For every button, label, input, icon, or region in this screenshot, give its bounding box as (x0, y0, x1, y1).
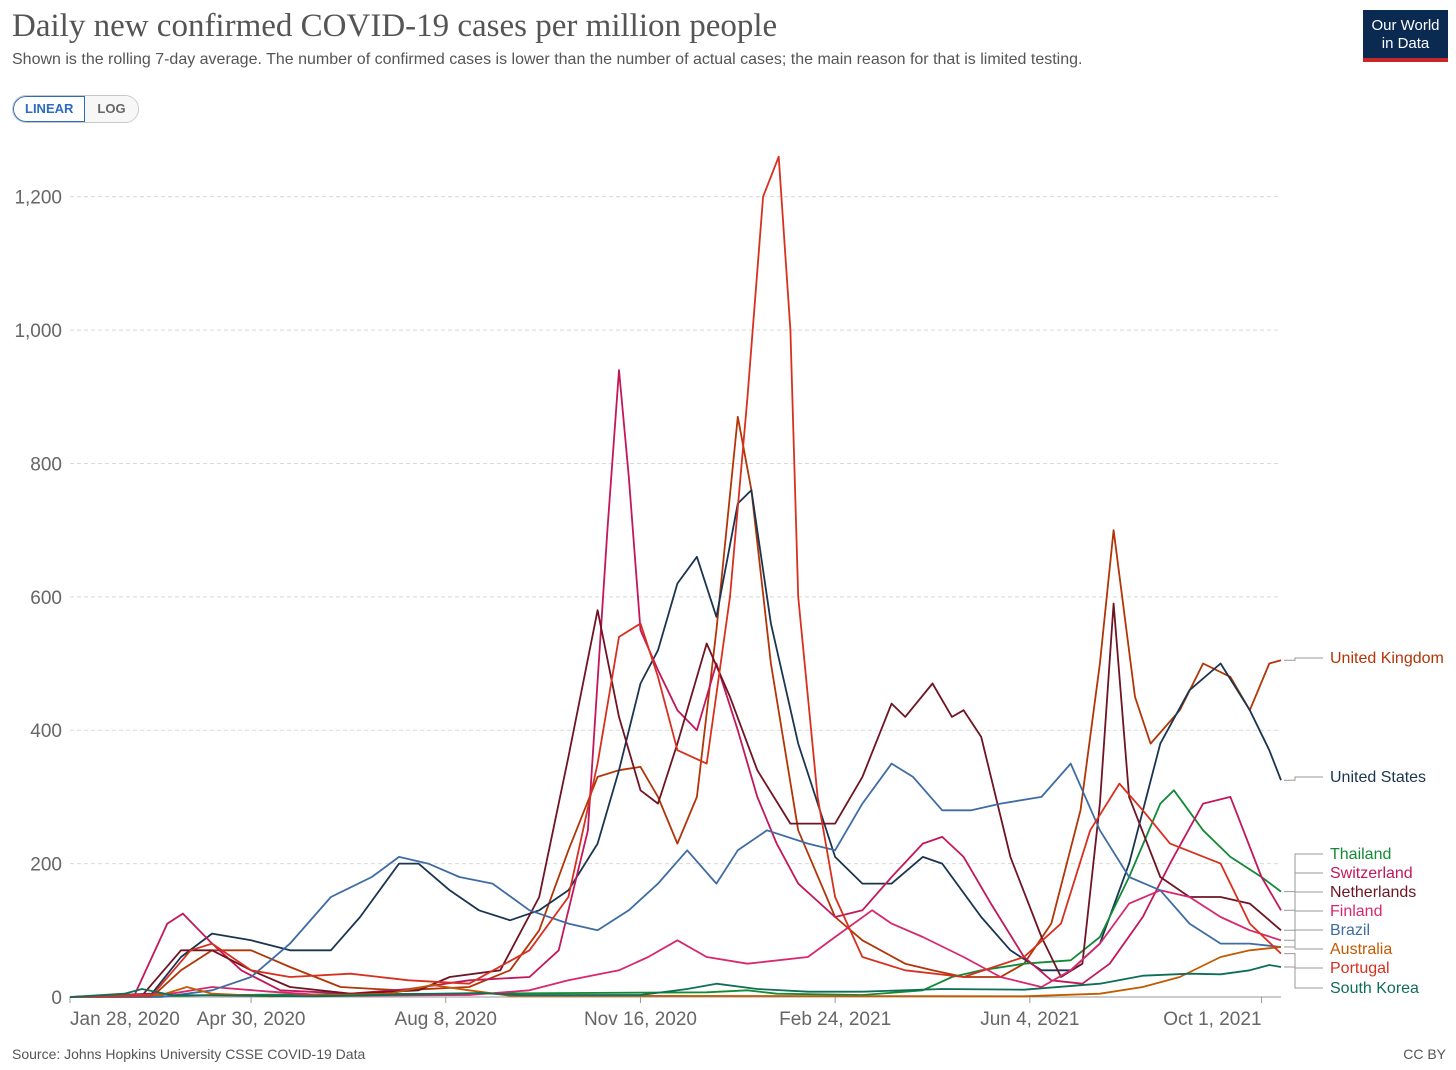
x-tick-label: Jan 28, 2020 (70, 1009, 180, 1030)
label-connector (1284, 929, 1323, 948)
y-tick-label: 400 (30, 721, 62, 742)
y-tick-label: 200 (30, 855, 62, 876)
y-tick-label: 600 (30, 588, 62, 609)
series-label[interactable]: Netherlands (1330, 884, 1416, 901)
series-label[interactable]: United States (1330, 769, 1426, 786)
series-line-finland[interactable] (69, 889, 1282, 998)
label-connector (1284, 910, 1323, 941)
series-label[interactable]: Australia (1330, 941, 1392, 958)
x-tick-label: Feb 24, 2021 (779, 1009, 891, 1030)
logo-line-2: in Data (1381, 35, 1430, 52)
series-label[interactable]: Switzerland (1330, 865, 1413, 882)
y-tick-label: 1,000 (14, 321, 62, 342)
x-axis: Jan 28, 2020 Apr 30, 2020 Aug 8, 2020 Nov 1… (69, 997, 1263, 1030)
logo-line-1: Our World (1371, 17, 1440, 34)
label-connector (1284, 966, 1323, 989)
series-label[interactable]: Finland (1330, 903, 1382, 920)
y-axis: 0 200 400 600 800 1,000 1,200 (14, 188, 62, 1009)
chart-title: Daily new confirmed COVID-19 cases per m… (12, 8, 778, 44)
label-connector (1284, 946, 1323, 950)
license-note: CC BY (1403, 1046, 1446, 1062)
y-tick-label: 800 (30, 454, 62, 475)
label-connector (1284, 953, 1323, 969)
source-note: Source: Johns Hopkins University CSSE CO… (12, 1046, 366, 1062)
series-label[interactable]: South Korea (1330, 980, 1419, 997)
linear-scale-button[interactable]: LINEAR (13, 96, 86, 122)
our-world-in-data-logo[interactable]: Our World in Data (1363, 10, 1448, 62)
gridlines (70, 196, 1281, 998)
log-scale-button[interactable]: LOG (85, 96, 138, 122)
x-tick-label: Oct 1, 2021 (1163, 1009, 1261, 1030)
series-line-switzerland[interactable] (69, 369, 1282, 998)
label-connector (1284, 657, 1323, 661)
y-tick-label: 0 (51, 988, 62, 1009)
series-label[interactable]: Portugal (1330, 960, 1390, 977)
x-tick-label: Aug 8, 2020 (395, 1009, 497, 1030)
line-chart: 0 200 400 600 800 1,000 1,200 Jan 28, 2020 Apr … (14, 155, 1444, 1030)
series-labels: United Kingdom United States Thailand Switz… (1284, 650, 1444, 997)
series-lines (69, 155, 1282, 998)
x-tick-label: Nov 16, 2020 (584, 1009, 697, 1030)
series-line-netherlands[interactable] (69, 602, 1282, 998)
x-tick-label: Apr 30, 2020 (197, 1009, 306, 1030)
series-label[interactable]: Thailand (1330, 846, 1391, 863)
series-line-south-korea[interactable] (69, 964, 1282, 998)
x-tick-label: Jun 4, 2021 (980, 1009, 1079, 1030)
series-label[interactable]: Brazil (1330, 922, 1370, 939)
series-line-brazil[interactable] (70, 762, 1282, 998)
chart-subtitle: Shown is the rolling 7-day average. The … (12, 51, 1083, 68)
label-connector (1284, 776, 1323, 781)
series-label[interactable]: United Kingdom (1330, 650, 1444, 667)
series-line-portugal[interactable] (69, 155, 1282, 998)
scale-toggle: LINEAR LOG (12, 95, 139, 123)
series-line-thailand[interactable] (69, 789, 1282, 998)
y-tick-label: 1,200 (14, 188, 62, 209)
